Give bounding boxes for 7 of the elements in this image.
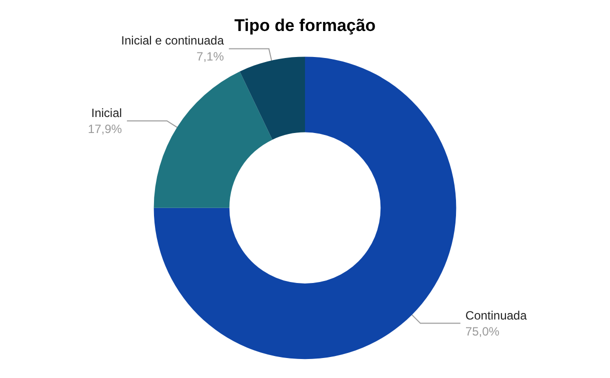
slice-label: Inicial e continuada <box>121 34 224 48</box>
slice-label: Inicial <box>91 106 122 120</box>
data-label: 17,9% <box>88 122 122 136</box>
slice-label: Continuada <box>465 308 528 322</box>
data-label: 75,0% <box>465 324 500 338</box>
data-label: 7,1% <box>196 50 224 64</box>
chart-title: Tipo de formação <box>234 16 376 35</box>
